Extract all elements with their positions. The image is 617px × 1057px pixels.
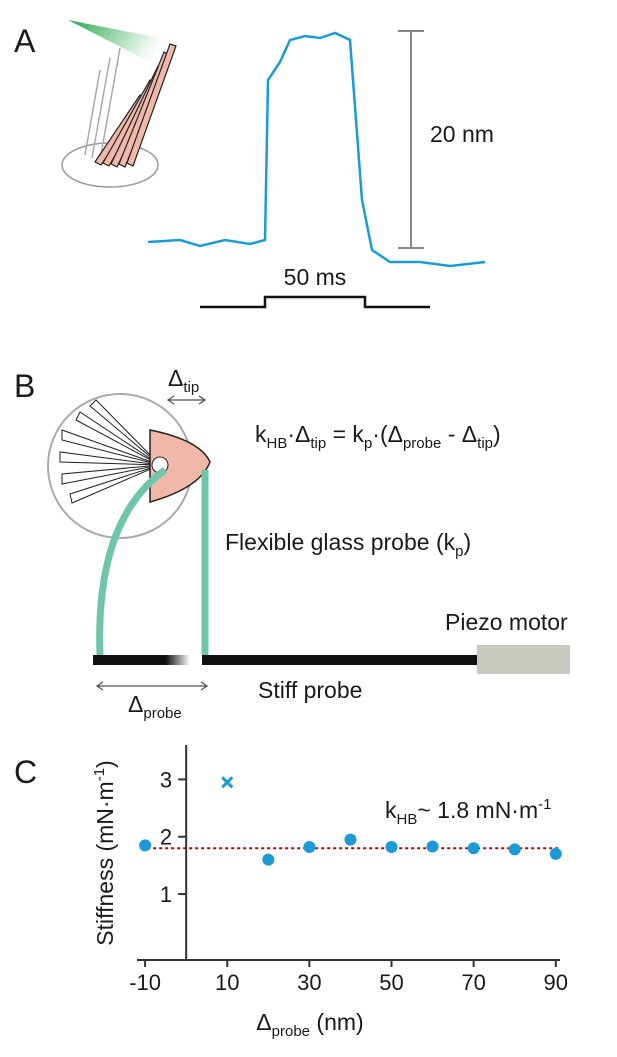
- text-part: k: [385, 797, 397, 823]
- piezo-label: Piezo motor: [445, 609, 568, 635]
- text-script: probe: [272, 1023, 310, 1040]
- text-script: tip: [477, 435, 493, 452]
- x-tick-label: 30: [297, 970, 321, 995]
- x-axis-label: Δprobe (nm): [256, 1009, 363, 1040]
- probe-label: Flexible glass probe (kp): [225, 529, 471, 560]
- text-part: k: [255, 421, 267, 447]
- x-tick-label: 90: [544, 970, 568, 995]
- point: [139, 839, 152, 852]
- text-part: = k: [326, 421, 364, 447]
- point: [549, 847, 562, 860]
- x-tick-label: 70: [461, 970, 485, 995]
- text-part: Δ: [168, 365, 183, 391]
- stiff-probe: [202, 655, 478, 665]
- y-tick-label: 2: [160, 825, 172, 850]
- text-part: Stiffness (mN·m: [92, 781, 118, 945]
- text-part: ): [493, 421, 501, 447]
- scale-bar: [398, 30, 424, 249]
- point: [303, 841, 316, 854]
- y-axis-label: Stiffness (mN·m-1): [91, 760, 118, 945]
- y-tick-label: 1: [160, 882, 172, 907]
- annotation: kHB~ 1.8 mN·m-1: [385, 796, 551, 828]
- point: [385, 841, 398, 854]
- text-part: Δ: [256, 1009, 271, 1035]
- hair-bundle-cartoon: [61, 20, 177, 188]
- piezo-motor: [477, 645, 570, 674]
- text-script: -1: [91, 768, 108, 781]
- panel-label: A: [14, 23, 36, 59]
- delta-probe: Δprobe: [128, 691, 182, 722]
- x-tick-label: -10: [129, 970, 161, 995]
- panel-label: C: [14, 754, 37, 790]
- stimulus-trace: [200, 295, 430, 309]
- text-script: HB: [267, 435, 288, 452]
- equation: kHB·Δtip = kp·(Δprobe - Δtip): [255, 421, 501, 452]
- x-tick-label: 10: [215, 970, 239, 995]
- probe-deflected: [96, 467, 168, 656]
- point-cross: [221, 776, 234, 789]
- text-script: HB: [397, 811, 418, 828]
- point: [262, 853, 275, 866]
- text-part: ·Δ: [287, 421, 310, 447]
- text-part: ): [92, 760, 118, 768]
- y-tick-label: 3: [160, 767, 172, 792]
- displacement-trace: [147, 31, 486, 268]
- text-part: - Δ: [441, 421, 477, 447]
- text-part: ~ 1.8 mN·m: [417, 797, 538, 823]
- scale-bar-label: 20 nm: [430, 121, 494, 147]
- point: [426, 840, 439, 853]
- text-script: tip: [310, 435, 326, 452]
- text-part: ·(Δ: [372, 421, 403, 447]
- stiff-probe-faded: [93, 655, 190, 665]
- text-part: ): [463, 529, 471, 555]
- bundle-cartoon: [47, 393, 211, 539]
- text-script: probe: [403, 435, 441, 452]
- point: [344, 833, 357, 846]
- text-script: p: [455, 543, 463, 560]
- delta-tip: Δtip: [168, 365, 199, 396]
- stimulus-label: 50 ms: [284, 264, 347, 290]
- panel-label: B: [14, 368, 35, 404]
- stiff-probe-label: Stiff probe: [258, 677, 362, 703]
- text-part: Flexible glass probe (k: [225, 529, 456, 555]
- text-script: tip: [183, 379, 199, 396]
- text-script: probe: [143, 705, 181, 722]
- text-part: (nm): [310, 1009, 364, 1035]
- arrows: [95, 395, 209, 691]
- text-part: Δ: [128, 691, 143, 717]
- x-tick-label: 50: [379, 970, 403, 995]
- point: [467, 842, 480, 855]
- text-script: p: [364, 435, 372, 452]
- point: [508, 843, 521, 856]
- text-script: -1: [538, 796, 551, 813]
